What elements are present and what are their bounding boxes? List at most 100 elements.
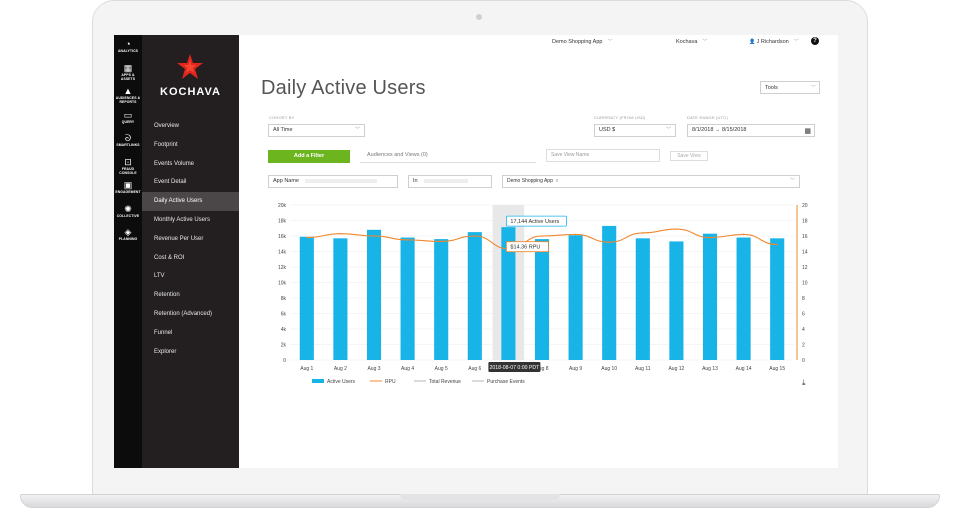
tooltip-rpu-box [505, 241, 549, 253]
sidebar-item-ltv[interactable]: LTV [154, 273, 165, 280]
rail-item-console[interactable]: ⊡ FRAUD CONSOLE [114, 157, 142, 175]
sidebar-item-retention[interactable]: Retention [154, 292, 180, 299]
app-switcher-label: Demo Shopping App [552, 39, 603, 45]
rpu-point [742, 233, 745, 236]
audiences-views-field[interactable] [360, 149, 536, 163]
download-icon[interactable]: ⤓ [802, 378, 806, 387]
rpu-point [440, 240, 443, 243]
remove-tag-icon[interactable]: x [555, 178, 559, 184]
rail-item-engagement[interactable]: ▣ ENGAGEMENT [114, 180, 142, 194]
kochava-star-logo [177, 54, 203, 79]
x-tick-label: Aug 15 [769, 366, 785, 372]
bar-active-users [702, 233, 718, 360]
filter-field-select[interactable]: App Name [268, 175, 398, 188]
rail-item-grid[interactable]: ▦ APPS & ASSETS [114, 63, 142, 81]
chevron-down-icon: ﹀ [789, 178, 795, 184]
sidebar-item-retention-advanced[interactable]: Retention (Advanced) [154, 310, 213, 317]
y-tick-label: 8k [281, 296, 287, 302]
date-range-input[interactable]: 8/1/2018 → 8/15/2018 ▦ [687, 124, 815, 137]
y-tick-label: 0 [283, 358, 286, 364]
module-rail: ◔ ANALYTICS ▦ APPS & ASSETS ▲ AUDIENCES & REP… [114, 35, 142, 468]
chevron-down-icon: ﹀ [607, 39, 613, 45]
sidebar-item-revenue-per-user[interactable]: Revenue Per User [154, 235, 204, 242]
x-tick-label: Aug 5 [435, 366, 448, 372]
rail-item-label: AUDIENCES & REPORTS [115, 96, 141, 104]
dau-chart: 0 2k 4k 6k 8k 10k 12k 14k 16k 18k 20k 0 2 4 6 8 10 12 14 16… [278, 203, 808, 385]
bar-active-users [635, 238, 650, 360]
y-tick-label: 12k [278, 265, 287, 271]
sidebar-item-events-volume[interactable]: Events Volume [154, 160, 195, 167]
cohort-select[interactable]: All Time ﹀ [268, 124, 365, 137]
user-icon: 👤 [749, 39, 757, 45]
bar-active-users [602, 225, 617, 360]
sidebar-item-funnel[interactable]: Funnel [154, 329, 173, 336]
rail-item-label: SMARTLINKS [116, 143, 140, 147]
tools-dropdown[interactable]: Tools ﹀ [760, 81, 820, 94]
rail-item-dashboard[interactable]: ◔ ANALYTICS [114, 39, 142, 53]
rpu-point [574, 233, 577, 236]
tooltip-users: 17,144 Active Users [510, 219, 559, 225]
sidebar-item-event-detail[interactable]: Event Detail [154, 179, 187, 186]
rail-item-label: PLANNING [118, 237, 138, 241]
legend-entry: RPU [385, 379, 396, 385]
sidebar-item-explorer[interactable]: Explorer [154, 348, 177, 355]
save-view-button[interactable]: Save View [670, 151, 708, 161]
sidebar-item-cost-roi[interactable]: Cost & ROI [154, 254, 185, 261]
rpu-point [608, 241, 610, 243]
y-tick-label: 20k [278, 203, 287, 209]
sidebar-item-daily-active-users[interactable]: Daily Active Users [142, 192, 239, 211]
sidebar-item-overview[interactable]: Overview [154, 123, 180, 129]
rail-item-smartlinks[interactable]: ᘐ SMARTLINKS [114, 133, 142, 147]
y-tick-label: 2k [281, 343, 287, 349]
app-screen: ◔ ANALYTICS ▦ APPS & ASSETS ▲ AUDIENCES & REP… [114, 35, 838, 468]
y2-tick-label: 2 [802, 343, 805, 349]
rail-item-collective[interactable]: ✺ COLLECTIVE [114, 204, 142, 218]
filter-operator-value: In [413, 178, 418, 184]
y-tick-label: 16k [278, 234, 287, 240]
sidebar-item-monthly-active-users[interactable]: Monthly Active Users [154, 216, 211, 223]
currency-select[interactable]: USD $ ﹀ [594, 124, 676, 137]
chevron-down-icon: ﹀ [793, 39, 799, 45]
bar-active-users [400, 237, 415, 360]
filter-value-tag[interactable]: Demo Shopping App x [507, 176, 558, 187]
y2-tick-label: 10 [802, 281, 808, 287]
query-icon: ▭ [123, 109, 133, 120]
rpu-point [373, 235, 375, 237]
grid-icon: ▦ [123, 62, 133, 73]
y-tick-label: 10k [278, 281, 287, 287]
add-filter-button[interactable]: Add a Filter [268, 150, 350, 163]
y-tick-label: 18k [278, 219, 287, 225]
app-switcher[interactable]: Demo Shopping App ﹀ [552, 38, 612, 45]
rail-item-planning[interactable]: ◈ PLANNING [114, 227, 142, 241]
filter-value-tag-label: Demo Shopping App [507, 178, 553, 184]
y2-tick-label: 6 [802, 312, 805, 318]
filter-value-select[interactable]: Demo Shopping App x ﹀ [502, 175, 800, 188]
save-view-name-input[interactable]: Save View Name [546, 149, 660, 162]
rpu-point [709, 236, 711, 239]
rail-item-label: ENGAGEMENT [115, 190, 141, 194]
chevron-down-icon: ﹀ [810, 85, 816, 91]
help-icon[interactable]: ? [811, 37, 819, 45]
y-tick-label: 6k [281, 312, 287, 318]
filter-operator-select[interactable]: In [408, 175, 492, 188]
x-tick-label: Aug 4 [401, 366, 414, 372]
sidebar-item-footprint[interactable]: Footprint [154, 141, 178, 148]
laptop-notch [400, 494, 560, 500]
x-tick-label: Aug 6 [468, 366, 481, 372]
x-tick-label: Aug 13 [702, 366, 718, 372]
user-name: J Richardson [756, 39, 789, 45]
bar-active-users [770, 238, 785, 360]
engagement-icon: ▣ [123, 180, 133, 190]
x-tick-label: Aug 14 [736, 366, 752, 372]
rpu-point [776, 243, 778, 246]
org-switcher[interactable]: Kochava ﹀ [676, 38, 707, 45]
y2-tick-label: 20 [802, 203, 808, 209]
chevron-down-icon: ﹀ [665, 127, 671, 133]
x-tick-label: Aug 8 [535, 366, 548, 372]
user-menu[interactable]: 👤 J Richardson ﹀ [749, 38, 799, 45]
rail-item-label: APPS & ASSETS [120, 72, 136, 81]
cohort-label: COHORT BY [269, 115, 295, 120]
y2-tick-label: 14 [802, 250, 808, 256]
rail-item-query[interactable]: ▭ QUERY [114, 110, 142, 124]
rail-item-audience[interactable]: ▲ AUDIENCES & REPORTS [114, 86, 142, 104]
